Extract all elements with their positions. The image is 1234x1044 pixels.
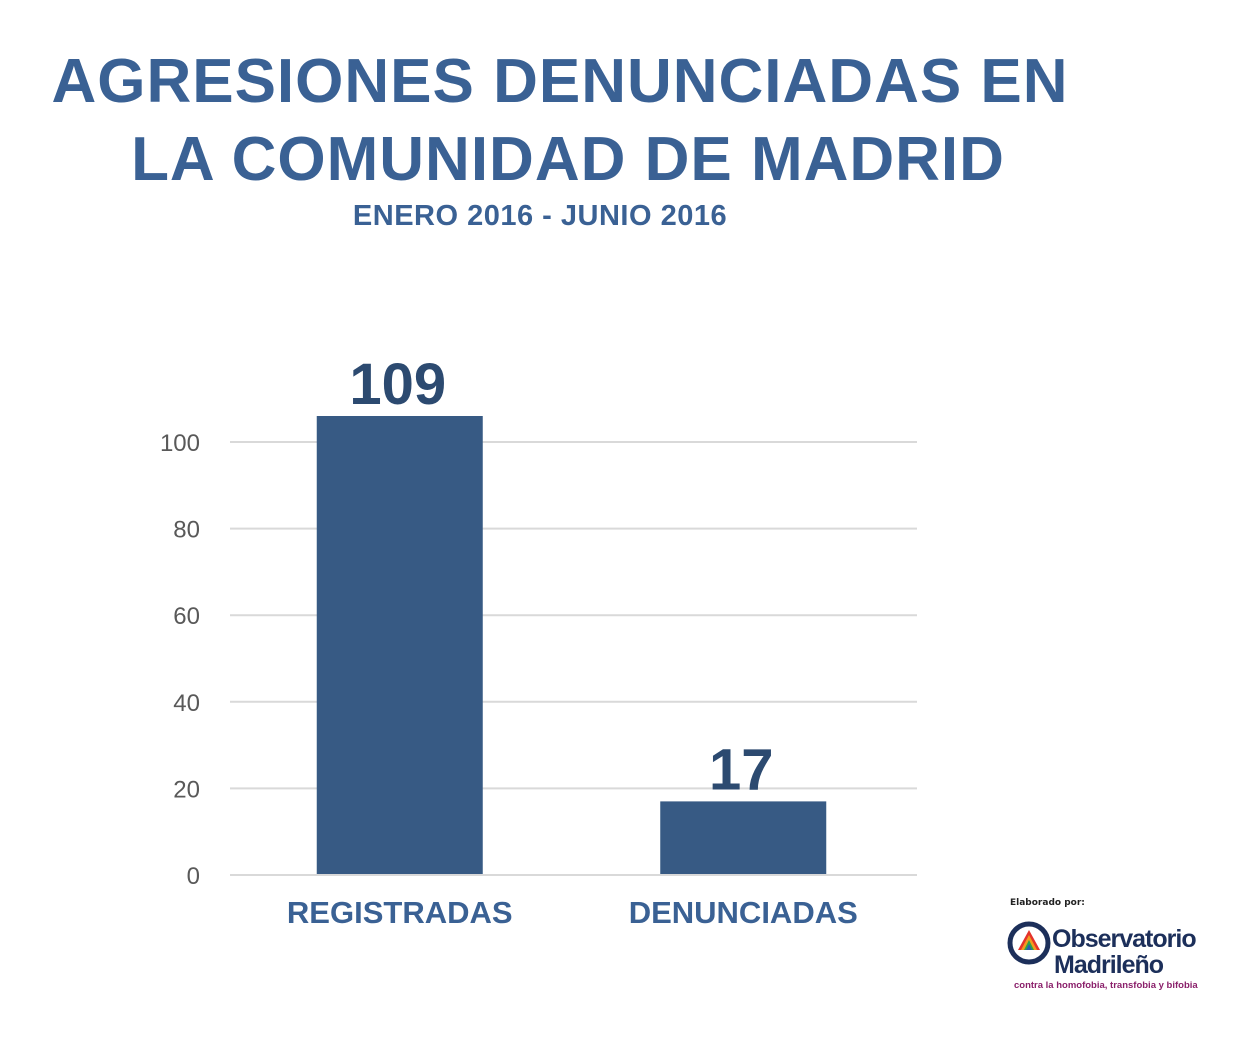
observatorio-logo: Elaborado por: Observatorio Madrileño co… [1004,896,1204,996]
bar-denunciadas [660,801,827,875]
x-category-label: REGISTRADAS [287,895,513,930]
bar-registradas [316,416,483,875]
logo-name-line-2: Madrileño [1054,951,1164,979]
y-tick-label: 80 [173,517,200,544]
data-label: 109 [349,352,446,417]
data-label: 17 [709,737,774,802]
x-category-label: DENUNCIADAS [629,895,858,930]
logo-globe-icon [1007,921,1051,965]
y-tick-label: 40 [173,690,200,717]
y-tick-label: 60 [173,603,200,630]
logo-tagline: contra la homofobia, transfobia y bifobi… [1014,980,1198,991]
logo-caption: Elaborado por: [1010,898,1085,908]
y-tick-label: 20 [173,776,200,803]
chart-subtitle: ENERO 2016 - JUNIO 2016 [352,200,728,232]
chart-title-line-2: LA COMUNIDAD DE MADRID [131,125,1005,194]
logo-name-line-1: Observatorio [1052,925,1197,953]
y-tick-label: 0 [187,863,200,890]
chart-title-line-1: AGRESIONES DENUNCIADAS EN [51,47,1069,116]
y-tick-label: 100 [160,430,200,457]
